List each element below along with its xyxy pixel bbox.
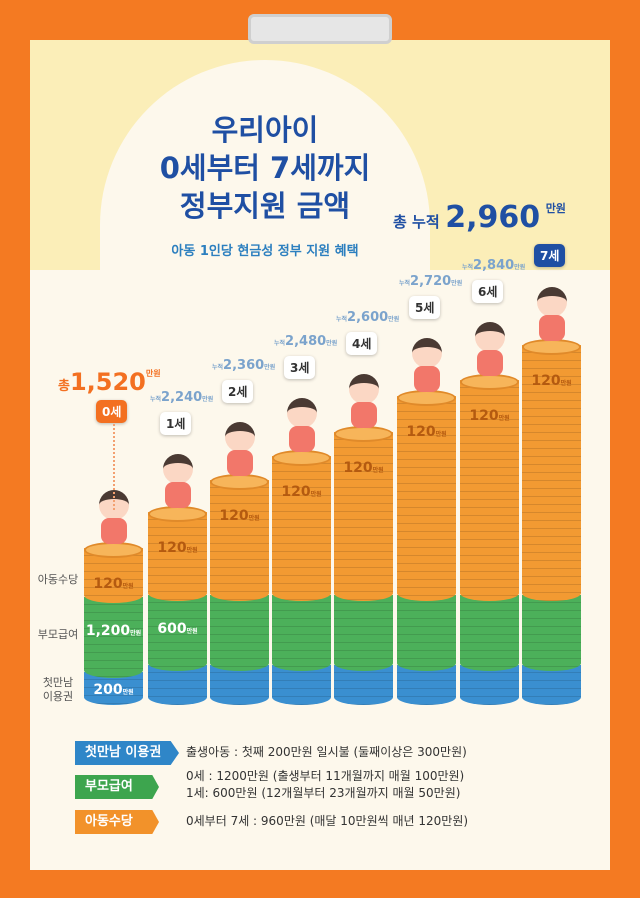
bar-label-parent-benefit: 1,200만원 xyxy=(85,623,142,639)
bar-segment-first-meeting xyxy=(522,665,581,705)
grand-total-unit: 만원 xyxy=(545,202,566,215)
bar-label-child-allowance: 120만원 xyxy=(157,540,198,556)
bar-label-child-allowance: 120만원 xyxy=(93,576,134,592)
bar-top-cap xyxy=(84,542,143,558)
title-line-3: 정부지원 금액 xyxy=(179,189,351,223)
bar-label-child-allowance: 120만원 xyxy=(406,424,447,440)
child-body xyxy=(414,366,440,392)
child-body xyxy=(477,350,503,376)
footer-desc-first-meeting: 출생아동 : 첫째 200만원 일시불 (둘째이상은 300만원) xyxy=(186,745,467,759)
dotted-connector xyxy=(113,424,115,510)
cumulative-total: 누적2,720만원 xyxy=(399,274,463,289)
clipboard-clip xyxy=(248,14,392,44)
footer-desc-parent-0: 0세 : 1200만원 (출생부터 11개월까지 매월 100만원) xyxy=(186,769,465,783)
cumulative-total: 총1,520만원 xyxy=(58,368,161,396)
bar-segment-parent-benefit xyxy=(272,595,331,671)
subtitle: 아동 1인당 현금성 정부 지원 혜택 xyxy=(171,244,359,259)
bar-label-child-allowance: 120만원 xyxy=(219,508,260,524)
child-body xyxy=(539,315,565,341)
grand-total-value: 2,960 xyxy=(445,200,541,235)
bar-segment-parent-benefit xyxy=(522,595,581,671)
bar-label-child-allowance: 120만원 xyxy=(281,484,322,500)
age-bubble: 1세 xyxy=(160,412,192,435)
legend-child-allowance: 아동수당 xyxy=(37,573,79,586)
child-illustration xyxy=(537,287,567,317)
bar-segment-parent-benefit xyxy=(397,595,456,671)
bar-top-cap xyxy=(522,339,581,355)
cumulative-total: 누적2,600만원 xyxy=(336,310,400,325)
cumulative-total: 누적2,480만원 xyxy=(274,334,338,349)
bar-label-child-allowance: 120만원 xyxy=(343,460,384,476)
bar-segment-child-allowance xyxy=(334,432,393,601)
bar-segment-child-allowance xyxy=(397,396,456,601)
title-line-2: 0세부터 7세까지 xyxy=(159,151,371,185)
grand-total: 총 누적 2,960 만원 xyxy=(393,200,566,235)
bar-segment-child-allowance xyxy=(522,345,581,601)
age-bubble: 7세 xyxy=(534,244,566,267)
child-body xyxy=(351,402,377,428)
legend-first-meeting: 첫만남 이용권 xyxy=(42,676,74,703)
bar-segment-first-meeting xyxy=(334,665,393,705)
bar-top-cap xyxy=(148,506,207,522)
footer-tag-parent-benefit: 부모급여 xyxy=(75,775,159,799)
bar-label-parent-benefit: 600만원 xyxy=(157,621,198,637)
bar-segment-first-meeting xyxy=(210,665,269,705)
bar-label-first-meeting: 200만원 xyxy=(93,682,134,698)
cumulative-total: 누적2,840만원 xyxy=(462,258,526,273)
child-illustration xyxy=(475,322,505,352)
child-body xyxy=(101,518,127,544)
child-body xyxy=(289,426,315,452)
bar-segment-parent-benefit xyxy=(84,597,143,678)
cumulative-total: 누적2,240만원 xyxy=(150,390,214,405)
bar-segment-child-allowance xyxy=(460,380,519,601)
bar-segment-child-allowance xyxy=(148,512,207,601)
bar-segment-child-allowance xyxy=(272,456,331,601)
age-bubble: 2세 xyxy=(222,380,254,403)
legend-parent-benefit: 부모급여 xyxy=(37,628,79,641)
bar-top-cap xyxy=(210,474,269,490)
bar-top-cap xyxy=(272,450,331,466)
child-illustration xyxy=(287,398,317,428)
bar-label-child-allowance: 120만원 xyxy=(531,373,572,389)
bar-segment-first-meeting xyxy=(397,665,456,705)
age-bubble: 6세 xyxy=(472,280,504,303)
age-bubble: 5세 xyxy=(409,296,441,319)
age-bubble: 3세 xyxy=(284,356,316,379)
bar-label-child-allowance: 120만원 xyxy=(469,408,510,424)
bar-segment-parent-benefit xyxy=(148,595,207,671)
age-bubble: 4세 xyxy=(346,332,378,355)
footer-tag-first-meeting: 첫만남 이용권 xyxy=(75,741,179,765)
child-illustration xyxy=(349,374,379,404)
bar-top-cap xyxy=(334,426,393,442)
bar-segment-child-allowance xyxy=(210,480,269,601)
bar-segment-first-meeting xyxy=(148,665,207,705)
footer-desc-parent-1: 1세: 600만원 (12개월부터 23개월까지 매월 50만원) xyxy=(186,786,461,800)
bar-segment-parent-benefit xyxy=(460,595,519,671)
child-illustration xyxy=(412,338,442,368)
child-illustration xyxy=(225,422,255,452)
cumulative-total: 누적2,360만원 xyxy=(212,358,276,373)
bar-top-cap xyxy=(460,374,519,390)
child-illustration xyxy=(163,454,193,484)
title-line-1: 우리아이 xyxy=(211,113,319,147)
footer-tag-child-allowance: 아동수당 xyxy=(75,810,159,834)
bar-segment-first-meeting xyxy=(460,665,519,705)
bar-segment-parent-benefit xyxy=(334,595,393,671)
footer-desc-child-allowance: 0세부터 7세 : 960만원 (매달 10만원씩 매년 120만원) xyxy=(186,814,469,828)
bar-top-cap xyxy=(397,390,456,406)
bar-segment-parent-benefit xyxy=(210,595,269,671)
age-bubble: 0세 xyxy=(96,400,128,423)
bar-segment-child-allowance xyxy=(84,548,143,603)
child-body xyxy=(227,450,253,476)
bar-segment-first-meeting xyxy=(272,665,331,705)
grand-total-prefix: 총 누적 xyxy=(393,213,440,231)
child-body xyxy=(165,482,191,508)
